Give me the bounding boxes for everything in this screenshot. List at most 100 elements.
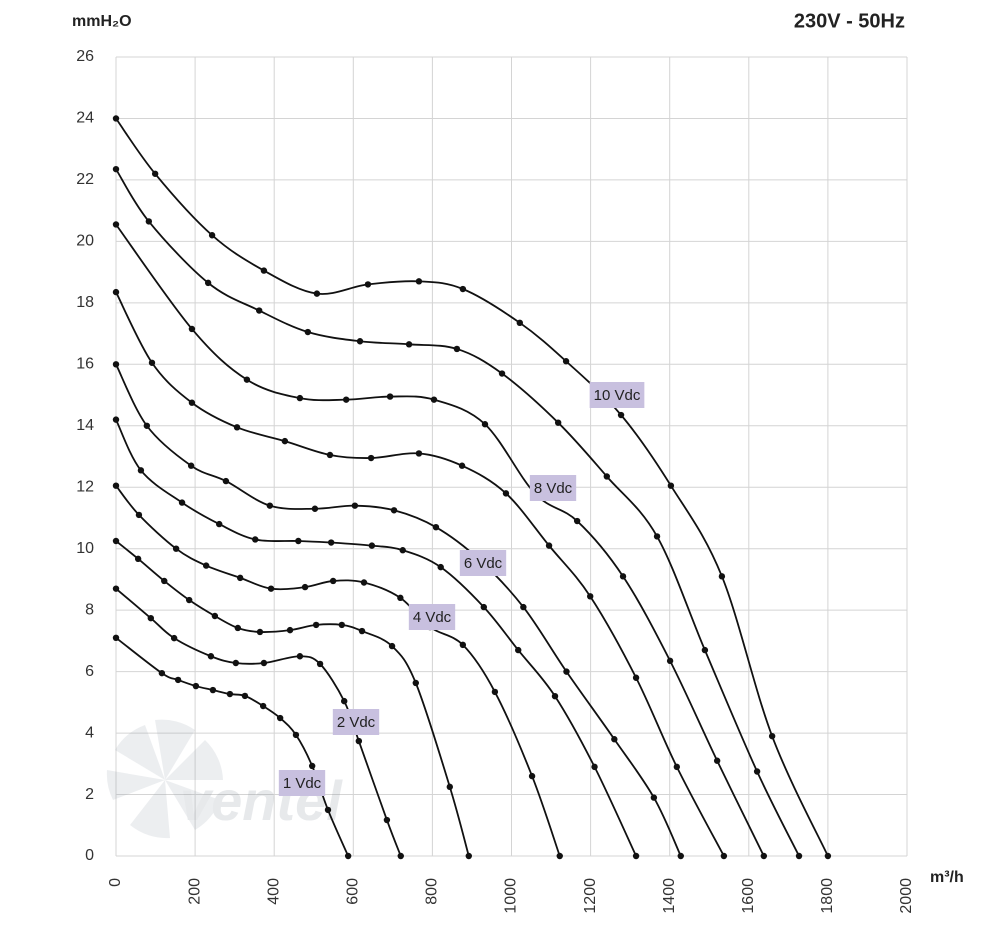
data-point — [701, 646, 709, 654]
data-point — [174, 676, 182, 684]
data-point — [232, 659, 240, 667]
data-point — [591, 763, 598, 771]
curve-label: 6 Vdc — [464, 555, 503, 572]
data-point — [563, 668, 570, 675]
curve-label: 8 Vdc — [534, 480, 573, 497]
data-point — [316, 660, 324, 668]
data-point — [260, 659, 268, 667]
data-point — [308, 762, 316, 770]
data-point — [327, 539, 335, 546]
y-axis-label: mmH₂O — [72, 13, 132, 30]
data-point — [603, 473, 611, 480]
data-point — [753, 768, 761, 775]
data-point — [216, 520, 223, 528]
data-point — [667, 482, 675, 489]
data-point — [329, 577, 337, 585]
data-point — [112, 537, 120, 545]
data-point — [256, 628, 264, 636]
x-tick-label: 2000 — [898, 878, 915, 914]
data-point — [587, 593, 594, 600]
data-point — [446, 783, 454, 791]
data-point — [405, 341, 413, 348]
chart-title: 230V - 50Hz — [794, 10, 905, 32]
data-point — [209, 686, 217, 694]
curve — [115, 363, 682, 857]
data-point — [632, 852, 640, 860]
data-point — [161, 577, 168, 585]
data-point — [650, 794, 658, 801]
data-point — [338, 621, 346, 629]
data-point — [311, 505, 319, 512]
data-point — [178, 499, 186, 506]
data-point — [344, 852, 352, 860]
data-point — [556, 852, 563, 860]
data-point — [368, 542, 376, 549]
y-tick-label: 20 — [76, 233, 94, 250]
data-point — [170, 634, 178, 642]
data-point — [222, 477, 230, 485]
x-tick-label: 400 — [265, 878, 282, 905]
data-point — [187, 462, 195, 469]
data-point — [188, 399, 196, 406]
y-tick-label: 14 — [76, 417, 94, 434]
data-point — [313, 290, 321, 297]
data-point — [465, 852, 472, 860]
data-point — [430, 396, 438, 403]
curve-label-box — [529, 475, 577, 501]
data-point — [241, 692, 249, 700]
data-point — [502, 490, 510, 497]
curve — [115, 168, 800, 857]
data-point — [397, 594, 404, 602]
data-point — [112, 361, 120, 368]
data-point — [515, 646, 522, 654]
data-point — [137, 467, 145, 474]
data-point — [204, 279, 212, 287]
data-point — [208, 232, 216, 239]
data-point — [276, 714, 284, 722]
data-point — [432, 523, 440, 531]
data-point — [619, 573, 627, 580]
data-point — [236, 574, 244, 582]
data-point — [292, 731, 300, 739]
data-point — [481, 421, 489, 428]
data-point — [364, 281, 372, 288]
data-point — [351, 502, 359, 509]
curve-label-box — [589, 382, 645, 408]
data-point — [185, 596, 193, 604]
y-tick-label: 22 — [76, 171, 94, 188]
data-point — [528, 772, 536, 780]
data-point — [360, 579, 368, 586]
data-point — [562, 358, 570, 365]
data-point — [720, 852, 728, 860]
data-point — [760, 852, 768, 860]
data-point — [112, 288, 120, 296]
data-point — [260, 267, 268, 274]
y-tick-label: 24 — [76, 110, 94, 127]
curve-label-box — [459, 550, 507, 576]
x-tick-label: 0 — [107, 878, 124, 887]
data-point — [324, 806, 332, 814]
x-tick-label: 1800 — [819, 878, 836, 914]
data-point — [415, 278, 423, 285]
data-point — [202, 562, 210, 569]
curve-label-box — [278, 770, 326, 796]
data-point — [383, 816, 391, 824]
data-point — [677, 852, 684, 860]
data-point — [554, 419, 562, 426]
curve-label: 4 Vdc — [413, 609, 452, 626]
data-point — [255, 307, 263, 314]
y-tick-label: 4 — [85, 724, 94, 741]
data-point — [281, 437, 289, 445]
data-point — [459, 641, 467, 649]
data-point — [617, 411, 625, 419]
data-point — [458, 462, 466, 469]
data-point — [480, 603, 488, 611]
data-point — [134, 555, 142, 563]
y-tick-label: 12 — [76, 478, 94, 495]
data-point — [301, 583, 309, 591]
y-tick-label: 2 — [85, 786, 94, 803]
data-point — [143, 422, 151, 429]
data-point — [188, 325, 196, 333]
data-point — [112, 165, 120, 173]
curve-label-box — [332, 709, 380, 735]
